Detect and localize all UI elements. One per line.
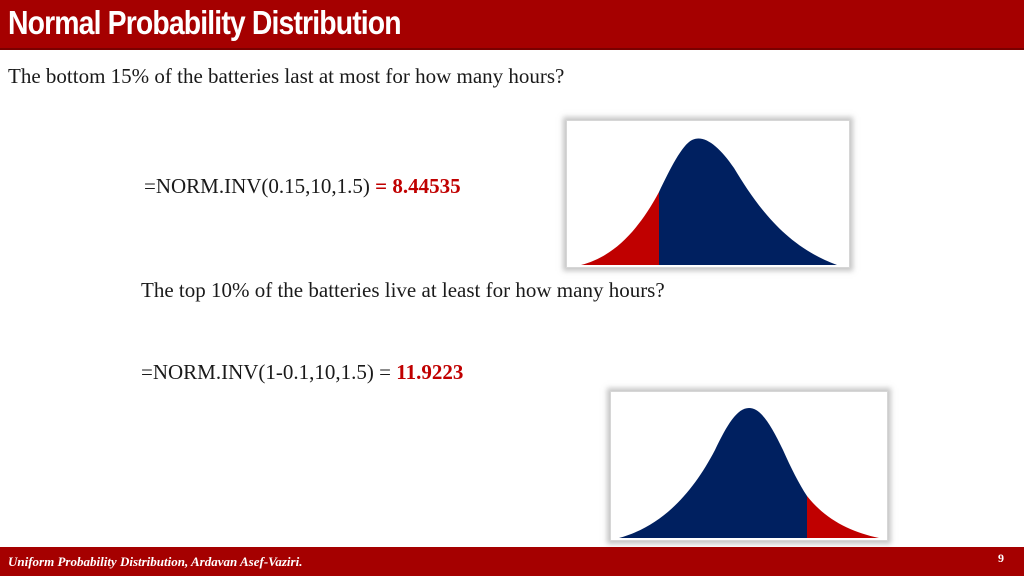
curve-body xyxy=(659,138,837,265)
right-tail-curve-image xyxy=(610,391,888,541)
top-tail-result: 11.9223 xyxy=(396,360,464,384)
top-tail-formula-line: =NORM.INV(1-0.1,10,1.5) = 11.9223 xyxy=(141,359,463,385)
bottom-tail-result: = 8.44535 xyxy=(375,174,461,198)
curve-right-tail xyxy=(807,496,879,538)
title-bar: Normal Probability Distribution xyxy=(0,0,1024,50)
page-number: 9 xyxy=(998,551,1004,565)
curve-body xyxy=(619,408,807,538)
left-tail-curve-image xyxy=(566,120,850,268)
right-tail-curve-graphic xyxy=(619,408,879,538)
top-tail-question: The top 10% of the batteries live at lea… xyxy=(141,278,665,302)
bottom-tail-question: The bottom 15% of the batteries last at … xyxy=(8,64,565,88)
top-tail-formula: =NORM.INV(1-0.1,10,1.5) = xyxy=(141,360,392,384)
left-tail-curve-graphic xyxy=(581,138,837,265)
bottom-tail-formula: =NORM.INV(0.15,10,1.5) xyxy=(144,174,370,198)
slide-title: Normal Probability Distribution xyxy=(8,4,402,41)
bottom-tail-formula-line: =NORM.INV(0.15,10,1.5) = 8.44535 xyxy=(144,173,461,199)
curve-left-tail xyxy=(581,192,659,265)
footer-bar: Uniform Probability Distribution, Ardava… xyxy=(0,547,1024,576)
footer-text: Uniform Probability Distribution, Ardava… xyxy=(8,554,303,569)
